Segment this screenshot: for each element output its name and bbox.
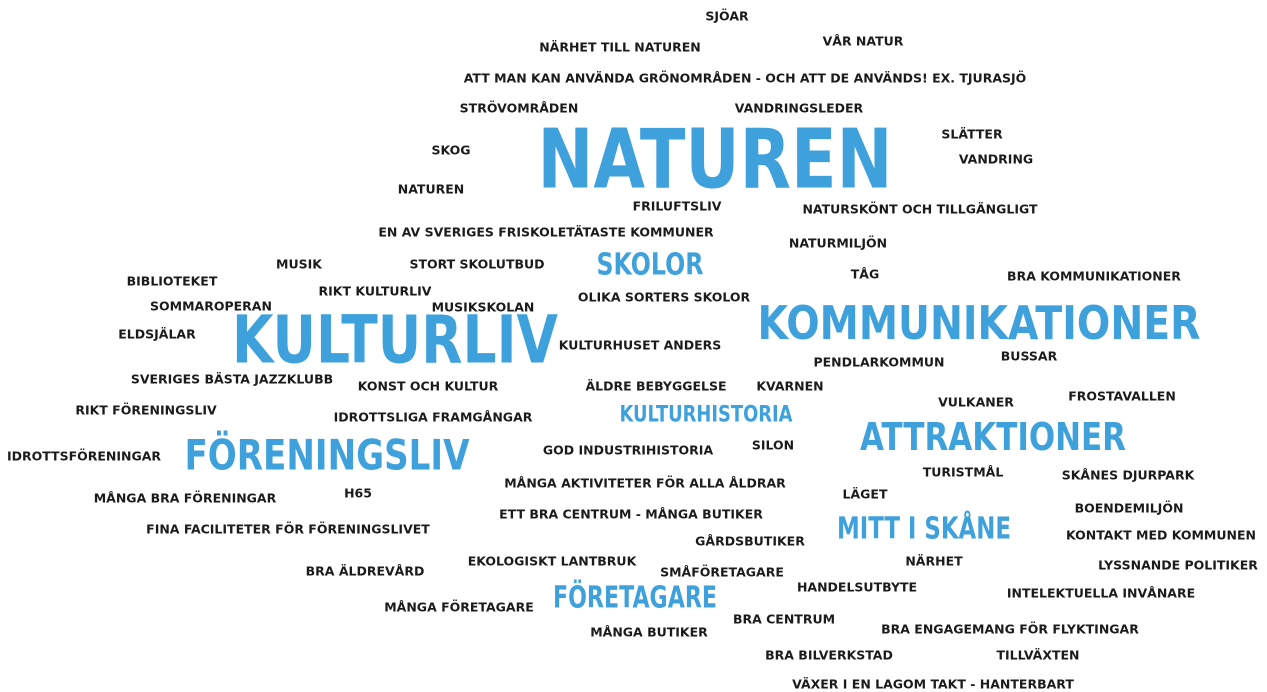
word: ATT MAN KAN ANVÄNDA GRÖNOMRÅDEN - OCH AT… bbox=[464, 71, 1027, 86]
word: NÄRHET TILL NATUREN bbox=[539, 40, 701, 55]
word-large: SKOLOR bbox=[597, 248, 704, 283]
word: ÄLDRE BEBYGGELSE bbox=[585, 379, 726, 394]
word: SMÅFÖRETAGARE bbox=[660, 565, 784, 580]
word: PENDLARKOMMUN bbox=[813, 355, 944, 370]
word: SLÄTTER bbox=[941, 127, 1003, 142]
word: NÄRHET bbox=[905, 554, 963, 569]
word: VÅR NATUR bbox=[823, 34, 904, 49]
word: SKÅNES DJURPARK bbox=[1062, 468, 1196, 483]
word: SKOG bbox=[431, 143, 470, 158]
word: GOD INDUSTRIHISTORIA bbox=[543, 443, 714, 458]
word-large: ATTRAKTIONER bbox=[860, 415, 1126, 459]
word: NATUREN bbox=[398, 182, 464, 197]
word: RIKT KULTURLIV bbox=[319, 284, 432, 299]
word: IDROTTSLIGA FRAMGÅNGAR bbox=[334, 410, 533, 425]
word: KONTAKT MED KOMMUNEN bbox=[1066, 528, 1256, 543]
word: VULKANER bbox=[938, 395, 1014, 410]
word-large: KULTURHISTORIA bbox=[620, 403, 793, 428]
word: BOENDEMILJÖN bbox=[1075, 501, 1184, 516]
word: TÅG bbox=[851, 267, 879, 282]
word-large: FÖRENINGSLIV bbox=[185, 430, 470, 480]
word: ETT BRA CENTRUM - MÅNGA BUTIKER bbox=[499, 507, 763, 522]
word: SVERIGES BÄSTA JAZZKLUBB bbox=[131, 372, 333, 387]
word: LÄGET bbox=[843, 487, 888, 502]
word: BUSSAR bbox=[1001, 349, 1058, 364]
word: MÅNGA AKTIVITETER FÖR ALLA ÅLDRAR bbox=[504, 476, 786, 491]
word: BRA BILVERKSTAD bbox=[765, 648, 893, 663]
word: KVARNEN bbox=[756, 379, 823, 394]
word: BRA KOMMUNIKATIONER bbox=[1007, 269, 1181, 284]
word: MÅNGA FÖRETAGARE bbox=[384, 600, 534, 615]
word-large: FÖRETAGARE bbox=[553, 579, 717, 616]
word-large: NATUREN bbox=[538, 113, 893, 208]
word: LYSSNANDE POLITIKER bbox=[1098, 558, 1258, 573]
word: H65 bbox=[344, 486, 372, 501]
word: OLIKA SORTERS SKOLOR bbox=[578, 290, 751, 305]
word-large: KOMMUNIKATIONER bbox=[758, 296, 1201, 350]
word: STORT SKOLUTBUD bbox=[409, 257, 544, 272]
word: HANDELSUTBYTE bbox=[797, 580, 917, 595]
word: ELDSJÄLAR bbox=[118, 327, 196, 342]
word: NATURMILJÖN bbox=[789, 236, 887, 251]
word: VANDRING bbox=[959, 152, 1033, 167]
word-large: KULTURLIV bbox=[232, 302, 558, 379]
word: EKOLOGISKT LANTBRUK bbox=[468, 554, 638, 569]
word: BRA ÄLDREVÅRD bbox=[306, 564, 425, 579]
word: BRA ENGAGEMANG FÖR FLYKTINGAR bbox=[881, 622, 1139, 637]
word: INTELEKTUELLA INVÅNARE bbox=[1007, 586, 1195, 601]
word: SJÖAR bbox=[705, 9, 749, 24]
word: STRÖVOMRÅDEN bbox=[460, 101, 579, 116]
word: BIBLIOTEKET bbox=[127, 274, 218, 289]
word: KONST OCH KULTUR bbox=[358, 379, 499, 394]
word: VÄXER I EN LAGOM TAKT - HANTERBART bbox=[792, 677, 1074, 692]
word: MUSIKSKOLAN bbox=[432, 300, 535, 315]
word: MUSIK bbox=[276, 257, 323, 272]
word: MÅNGA BRA FÖRENINGAR bbox=[94, 491, 277, 506]
word: NATURSKÖNT OCH TILLGÄNGLIGT bbox=[802, 202, 1038, 217]
word-large: MITT I SKÅNE bbox=[837, 510, 1011, 547]
word: MÅNGA BUTIKER bbox=[590, 625, 708, 640]
word: GÅRDSBUTIKER bbox=[695, 534, 805, 549]
word: SOMMAROPERAN bbox=[150, 299, 272, 314]
word: BRA CENTRUM bbox=[733, 612, 835, 627]
word: FINA FACILITETER FÖR FÖRENINGSLIVET bbox=[146, 522, 430, 537]
word: SILON bbox=[752, 438, 794, 453]
word: TURISTMÅL bbox=[923, 465, 1004, 480]
word: KULTURHUSET ANDERS bbox=[559, 338, 722, 353]
word: FRILUFTSLIV bbox=[633, 199, 722, 214]
word: IDROTTSFÖRENINGAR bbox=[7, 449, 161, 464]
word: FROSTAVALLEN bbox=[1068, 389, 1176, 404]
word: EN AV SVERIGES FRISKOLETÄTASTE KOMMUNER bbox=[378, 225, 714, 240]
word: RIKT FÖRENINGSLIV bbox=[75, 403, 217, 418]
word: VANDRINGSLEDER bbox=[735, 101, 864, 116]
word: TILLVÄXTEN bbox=[996, 648, 1079, 663]
